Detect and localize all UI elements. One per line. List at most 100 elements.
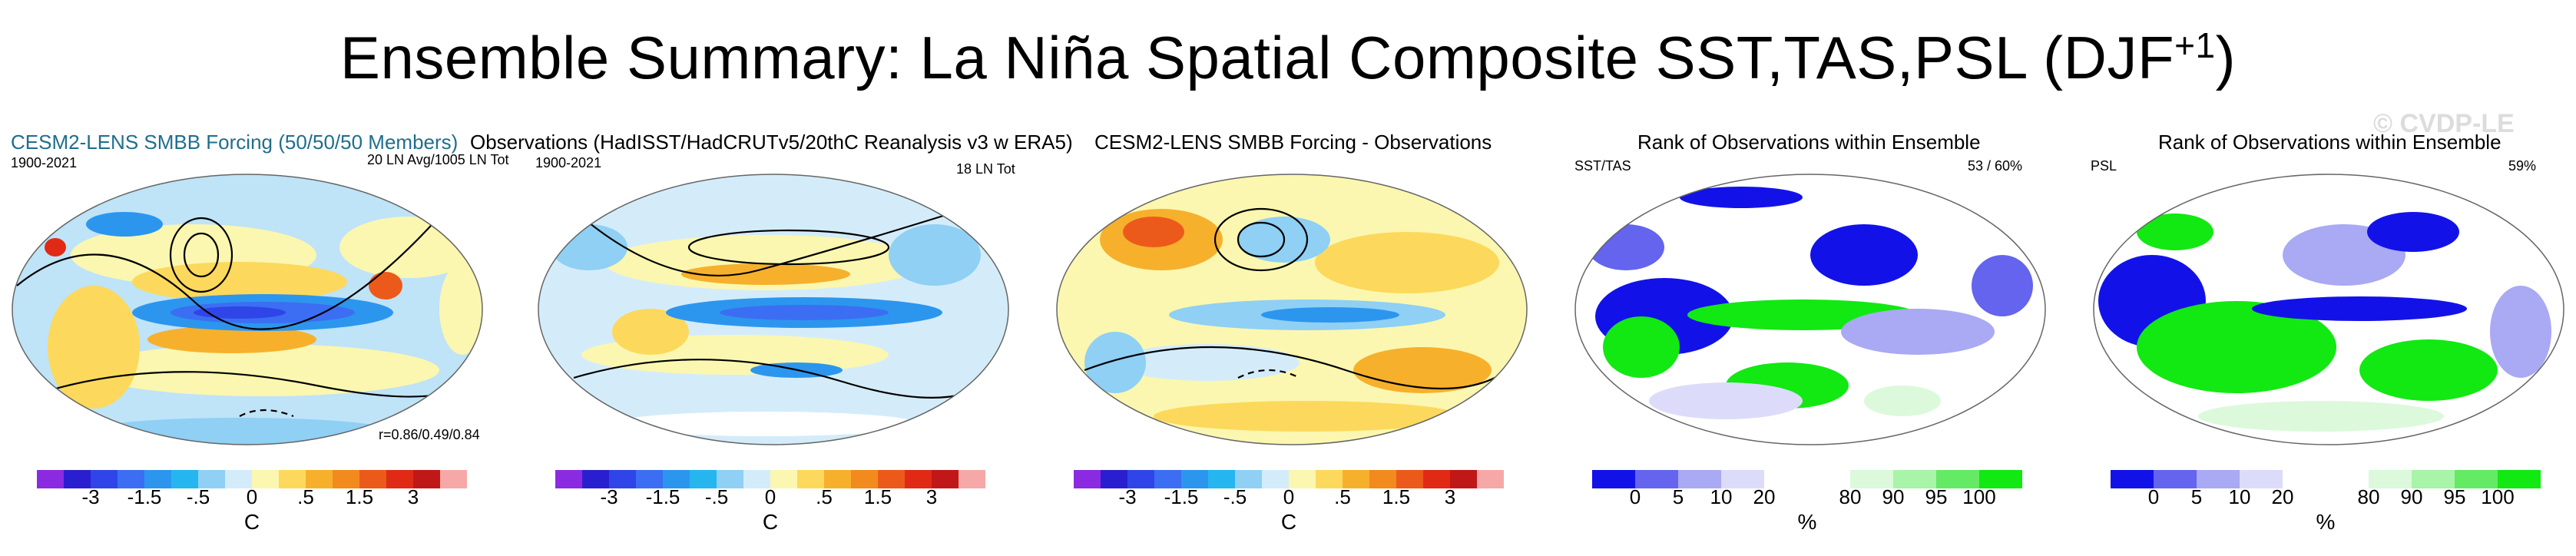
tick-label: -1.5 [645, 485, 680, 508]
tick-label: 3 [1444, 485, 1456, 508]
colorbar-swatch [2498, 470, 2541, 488]
colorbar-swatch [1592, 470, 1635, 488]
watermark: © CVDP-LE [2373, 109, 2515, 138]
panel-3-title: CESM2-LENS SMBB Forcing - Observations [1094, 131, 1492, 154]
colorbar-swatch [1423, 470, 1450, 488]
colorbar-swatch [2240, 470, 2283, 488]
map-panel-4 [1574, 174, 2046, 445]
colorbar-swatch [252, 470, 279, 488]
temp-colorbar-1 [37, 470, 467, 488]
colorbar-swatch [1721, 470, 1764, 488]
colorbar-swatch [851, 470, 878, 488]
tick-label: -.5 [186, 485, 210, 508]
colorbar-swatch [2111, 470, 2154, 488]
colorbar-swatch [932, 470, 959, 488]
panel-2-count: 18 LN Tot [956, 161, 1015, 177]
colorbar-swatch [1850, 470, 1893, 488]
colorbar-swatch [743, 470, 770, 488]
tick-label: .5 [1334, 485, 1351, 508]
map-panel-5 [2093, 174, 2564, 445]
colorbar-swatch [663, 470, 690, 488]
colorbar-swatch [144, 470, 171, 488]
colorbar-swatch [1764, 470, 1807, 488]
tick-label: 100 [1962, 485, 1996, 508]
colorbar-swatch [1450, 470, 1477, 488]
panel-5-title: Rank of Observations within Ensemble [2158, 131, 2502, 154]
tick-label: -1.5 [1164, 485, 1199, 508]
unit-label: C [243, 510, 260, 534]
tick-label: 0 [2147, 485, 2160, 508]
colorbar-swatch [1369, 470, 1396, 488]
tick-label: 1.5 [1382, 485, 1411, 508]
colorbar-swatch [1343, 470, 1369, 488]
colorbar-swatch [770, 470, 797, 488]
tick-label: -3 [1118, 485, 1137, 508]
colorbar-swatch [878, 470, 905, 488]
map-panel-3 [1056, 174, 1528, 445]
colorbar-swatch [2326, 470, 2369, 488]
colorbar-swatch [1074, 470, 1101, 488]
tick-label: 3 [925, 485, 938, 508]
colorbar-swatch [609, 470, 636, 488]
unit-label: % [1797, 510, 1817, 534]
tick-label: 1.5 [345, 485, 374, 508]
panel-4-percent: 53 / 60% [1968, 158, 2023, 174]
colorbar-swatch [1678, 470, 1721, 488]
panel-1-title: CESM2-LENS SMBB Forcing (50/50/50 Member… [11, 131, 459, 154]
tick-label: 10 [2228, 485, 2251, 508]
panel-5-variable: PSL [2091, 158, 2117, 174]
colorbar-swatch [2455, 470, 2498, 488]
rank-colorbar-2 [2111, 470, 2541, 488]
tick-label: 95 [1925, 485, 1948, 508]
tick-label: -.5 [1223, 485, 1247, 508]
panel-4-title: Rank of Observations within Ensemble [1637, 131, 1981, 154]
colorbar-swatch [824, 470, 851, 488]
tick-label: 0 [764, 485, 776, 508]
colorbar-swatch [225, 470, 252, 488]
colorbar-swatch [1477, 470, 1504, 488]
tick-label: 5 [2190, 485, 2203, 508]
unit-label: C [762, 510, 779, 534]
tick-label: 80 [1839, 485, 1862, 508]
tick-label: 90 [1882, 485, 1905, 508]
temp-colorbar-2 [555, 470, 985, 488]
colorbar-swatch [2369, 470, 2412, 488]
colorbar-swatch [1396, 470, 1423, 488]
tick-label: -3 [600, 485, 618, 508]
colorbar-swatch [333, 470, 359, 488]
colorbar-swatch [1262, 470, 1289, 488]
colorbar-swatch [717, 470, 743, 488]
tick-label: 0 [246, 485, 258, 508]
colorbar-swatch [279, 470, 306, 488]
tick-label: 0 [1629, 485, 1641, 508]
colorbar-swatch [1289, 470, 1316, 488]
colorbar-swatch [1979, 470, 2022, 488]
tick-label: .5 [816, 485, 833, 508]
colorbar-swatch [1235, 470, 1262, 488]
tick-label: 20 [1753, 485, 1776, 508]
tick-label: 5 [1672, 485, 1684, 508]
colorbar-swatch [797, 470, 824, 488]
colorbar-swatch [1208, 470, 1235, 488]
colorbar-swatch [306, 470, 333, 488]
colorbar-swatch [1316, 470, 1343, 488]
panel-1-count: 20 LN Avg/1005 LN Tot [367, 152, 509, 167]
colorbar-swatch [91, 470, 118, 488]
tick-label: 0 [1283, 485, 1295, 508]
tick-label: 80 [2357, 485, 2380, 508]
tick-label: 100 [2481, 485, 2515, 508]
panel-4-variable: SST/TAS [1574, 158, 1631, 174]
colorbar-swatch [198, 470, 225, 488]
tick-label: 95 [2443, 485, 2466, 508]
colorbar-swatch [582, 470, 609, 488]
rank-colorbar-1 [1592, 470, 2022, 488]
colorbar-swatch [1154, 470, 1181, 488]
tick-label: -1.5 [127, 485, 162, 508]
tick-label: -3 [81, 485, 100, 508]
tick-label: 20 [2271, 485, 2294, 508]
tick-label: -.5 [704, 485, 729, 508]
colorbar-swatch [440, 470, 467, 488]
panel-1-correlation: r=0.86/0.49/0.84 [379, 427, 480, 442]
colorbar-swatch [1181, 470, 1208, 488]
colorbar-swatch [413, 470, 440, 488]
